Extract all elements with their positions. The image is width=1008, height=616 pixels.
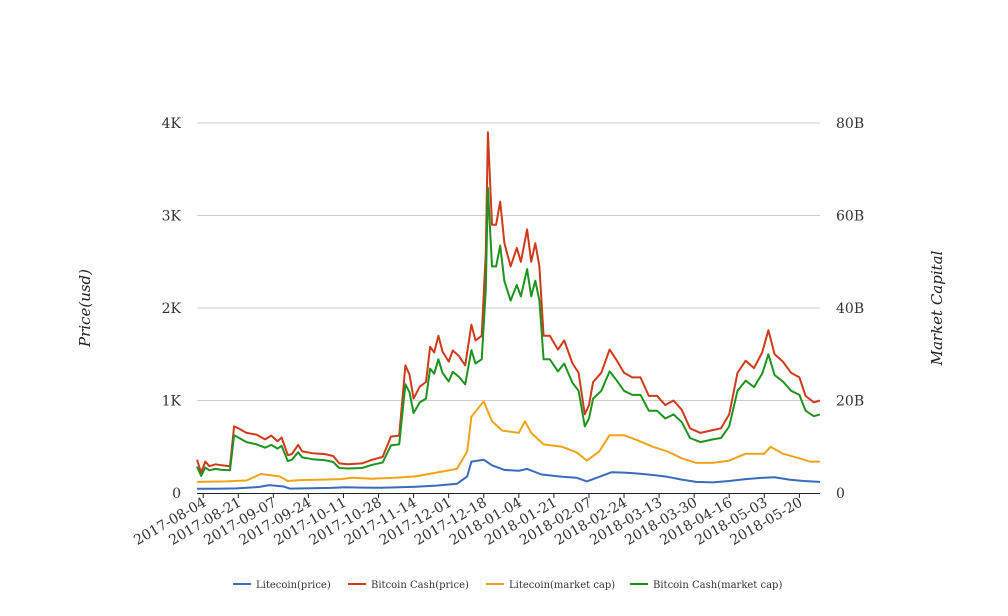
x-axis-ticks: 2017-08-042017-08-212017-09-072017-09-24… <box>131 493 805 549</box>
left-y-tick-label: 4K <box>162 116 182 132</box>
right-y-axis-title: Market Capital <box>928 250 946 366</box>
right-y-tick-label: 80B <box>836 116 864 132</box>
right-y-tick-label: 0 <box>836 486 845 502</box>
series-line-2 <box>196 131 821 474</box>
gridlines <box>197 122 820 401</box>
legend-label: Bitcoin Cash(price) <box>371 580 469 591</box>
series-line-4 <box>196 186 821 477</box>
left-y-tick-label: 0 <box>172 486 181 502</box>
left-y-tick-label: 3K <box>162 209 182 225</box>
right-y-axis-ticks: 0 20B 40B 60B 80B <box>836 116 864 502</box>
legend: Litecoin(price) Bitcoin Cash(price) Liteco… <box>233 580 782 591</box>
right-y-tick-label: 20B <box>836 394 864 410</box>
left-y-tick-label: 1K <box>162 394 182 410</box>
right-y-tick-label: 40B <box>836 301 864 317</box>
left-y-tick-label: 2K <box>162 301 182 317</box>
series-line-3 <box>196 400 820 483</box>
left-y-axis-title: Price(usd) <box>76 269 94 348</box>
series-lines <box>196 131 821 490</box>
legend-label: Litecoin(market cap) <box>509 580 615 591</box>
legend-label: Litecoin(price) <box>256 580 331 591</box>
legend-label: Bitcoin Cash(market cap) <box>653 580 782 591</box>
series-line-1 <box>196 458 821 490</box>
right-y-tick-label: 60B <box>836 209 864 225</box>
left-y-axis-ticks: 0 1K 2K 3K 4K <box>162 116 182 502</box>
